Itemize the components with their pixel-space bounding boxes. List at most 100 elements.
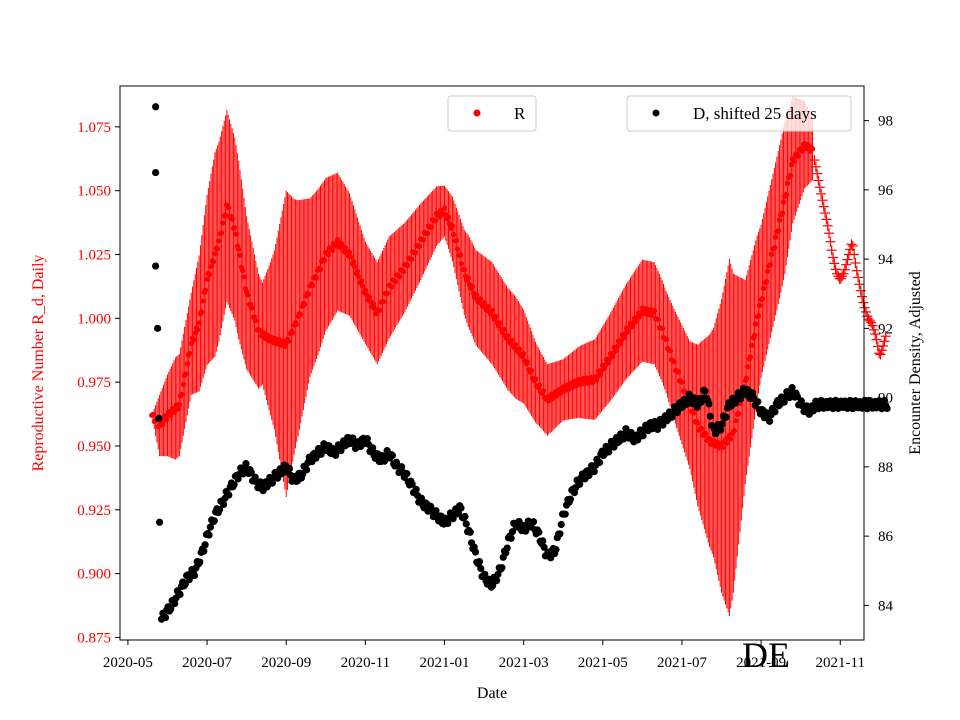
- d-point: [206, 523, 214, 531]
- x-tick-label: 2021-09: [736, 655, 786, 671]
- r-point: [651, 308, 657, 314]
- d-point: [498, 564, 506, 572]
- r-point: [229, 216, 235, 222]
- r-point: [370, 301, 376, 307]
- d-point: [718, 420, 726, 428]
- r-point: [767, 262, 773, 268]
- x-tick-label: 2020-05: [103, 655, 153, 671]
- x-tick-label: 2021-07: [657, 655, 707, 671]
- r-point: [346, 249, 353, 255]
- r-uncertain-point: [814, 182, 825, 193]
- d-point: [639, 432, 647, 440]
- r-point: [240, 267, 246, 273]
- r-point: [724, 440, 730, 446]
- r-point: [249, 305, 255, 311]
- r-point: [218, 230, 225, 236]
- r-point: [325, 252, 332, 258]
- d-point: [471, 548, 480, 556]
- d-point: [754, 398, 762, 406]
- r-point: [270, 340, 276, 346]
- r-point: [489, 307, 495, 313]
- d-point: [566, 495, 575, 503]
- legend-d: D, shifted 25 days: [626, 95, 852, 132]
- d-point: [196, 558, 204, 566]
- r-point: [321, 257, 328, 264]
- d-point: [155, 414, 163, 422]
- d-point: [673, 409, 681, 417]
- r-uncertain-point: [858, 297, 869, 308]
- r-point: [208, 263, 214, 270]
- r-point: [333, 243, 339, 249]
- d-point: [412, 485, 420, 493]
- d-point: [493, 577, 501, 585]
- d-point: [303, 466, 311, 474]
- y-left-tick-label: 0.875: [77, 630, 111, 646]
- r-point: [350, 259, 357, 265]
- r-point: [459, 260, 465, 267]
- r-point: [237, 252, 243, 259]
- r-point: [183, 371, 189, 377]
- r-point: [633, 319, 639, 325]
- r-uncertain-point: [835, 273, 846, 284]
- d-point: [200, 547, 208, 555]
- r-uncertain-point: [860, 306, 871, 317]
- d-point: [176, 590, 184, 599]
- d-point: [737, 395, 745, 403]
- r-point: [278, 342, 284, 348]
- x-axis-label: Date: [477, 685, 507, 702]
- r-point: [732, 427, 738, 434]
- d-series: [152, 103, 891, 623]
- r-point: [799, 148, 805, 154]
- r-point: [759, 296, 766, 302]
- r-point: [780, 199, 787, 205]
- r-errorbars: [152, 96, 814, 617]
- r-uncertain-point: [813, 175, 824, 186]
- r-uncertain-point: [875, 349, 886, 360]
- r-point: [609, 354, 615, 360]
- y-left-tick-label: 1.075: [77, 120, 111, 136]
- y-axis-left-label: Reproductive Number R_d, Daily: [30, 255, 47, 472]
- r-point: [525, 359, 531, 365]
- r-point: [216, 238, 222, 244]
- r-point: [432, 218, 438, 224]
- r-point: [377, 307, 383, 313]
- d-point: [398, 463, 406, 471]
- r-point: [356, 273, 362, 279]
- d-point: [152, 103, 160, 111]
- r-point: [784, 180, 791, 186]
- y-left-tick-label: 1.050: [77, 184, 111, 200]
- r-point: [675, 369, 681, 375]
- r-point: [655, 316, 661, 323]
- r-point: [457, 252, 463, 258]
- r-uncertain-point: [822, 220, 833, 231]
- y-right-tick-label: 98: [878, 114, 893, 130]
- d-point: [481, 570, 489, 578]
- d-point: [417, 494, 426, 502]
- r-point: [294, 321, 300, 327]
- r-point: [184, 361, 190, 367]
- r-point: [485, 303, 491, 309]
- r-point: [809, 146, 816, 152]
- r-point: [521, 350, 527, 357]
- legend-r-label: R: [514, 104, 526, 123]
- d-point: [705, 400, 713, 408]
- legend-d-box: [626, 95, 852, 132]
- r-point: [753, 321, 759, 327]
- r-point: [473, 292, 479, 298]
- r-uncertain-point: [864, 315, 875, 326]
- r-point: [196, 320, 202, 326]
- legend-r-box: [447, 95, 537, 132]
- r-point: [167, 413, 173, 419]
- r-point: [222, 212, 229, 218]
- r-uncertain-point: [812, 168, 823, 179]
- r-point: [203, 287, 209, 293]
- r-uncertain-point: [854, 279, 865, 290]
- r-point: [659, 325, 665, 332]
- r-uncertain-point: [810, 161, 821, 172]
- d-point: [556, 530, 564, 538]
- r-uncertain-point: [820, 208, 831, 219]
- d-point: [771, 408, 779, 416]
- country-label: DE: [742, 635, 790, 675]
- r-point: [497, 320, 503, 326]
- r-uncertain-point: [821, 214, 832, 225]
